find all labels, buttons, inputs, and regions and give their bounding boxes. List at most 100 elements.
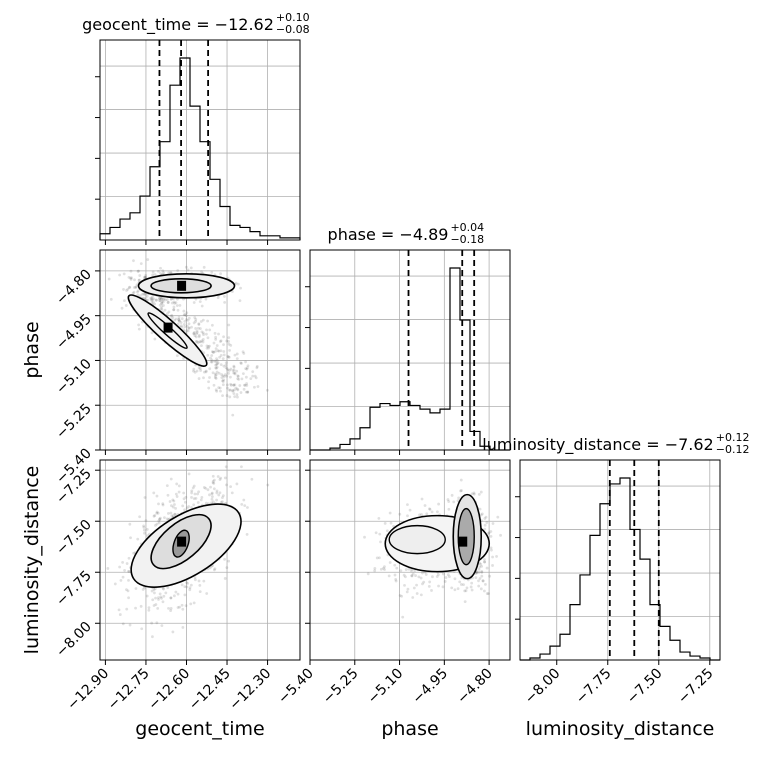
sample-point xyxy=(132,551,136,555)
sample-point xyxy=(480,512,484,516)
sample-point xyxy=(215,344,219,347)
sample-point xyxy=(190,491,194,495)
sample-point xyxy=(152,297,156,301)
sample-point xyxy=(221,380,225,383)
sample-point xyxy=(227,355,231,359)
sample-point xyxy=(212,478,216,482)
sample-point xyxy=(213,567,217,571)
y-axis-label: luminosity_distance xyxy=(21,466,43,655)
sample-point xyxy=(202,579,206,583)
sample-point xyxy=(120,306,124,310)
hist-panel-phase: phase = −4.89 +0.04−0.18 xyxy=(305,221,511,455)
sample-point xyxy=(189,266,193,270)
sample-point xyxy=(175,354,179,358)
sample-point xyxy=(162,271,166,275)
sample-point xyxy=(183,593,187,597)
sample-point xyxy=(138,294,142,298)
sample-point xyxy=(202,265,206,269)
sample-point xyxy=(151,635,154,639)
sample-point xyxy=(491,564,494,567)
sample-point xyxy=(225,339,229,343)
sample-point xyxy=(206,319,210,323)
sample-point xyxy=(197,366,201,370)
sample-point xyxy=(195,369,199,373)
sample-point xyxy=(187,505,191,508)
x-tick-label: −7.25 xyxy=(675,666,717,708)
x-axis-label: phase xyxy=(381,718,438,740)
sample-point xyxy=(178,605,181,609)
density-peak xyxy=(177,280,187,291)
sample-point xyxy=(160,301,163,305)
sample-point xyxy=(221,496,224,499)
sample-point xyxy=(180,317,184,321)
sample-point xyxy=(143,275,147,279)
sample-point xyxy=(441,572,445,576)
sample-point xyxy=(428,507,432,511)
sample-point xyxy=(167,271,171,275)
sample-point xyxy=(151,273,155,277)
sample-point xyxy=(211,350,215,354)
sample-point xyxy=(172,305,176,309)
sample-point xyxy=(157,596,160,600)
sample-point xyxy=(235,387,239,391)
sample-point xyxy=(211,371,215,375)
sample-point xyxy=(246,364,250,368)
sample-point xyxy=(228,395,232,399)
sample-point xyxy=(236,377,240,381)
sample-point xyxy=(245,532,249,536)
sample-point xyxy=(173,512,177,516)
sample-point xyxy=(382,566,385,570)
sample-point xyxy=(219,339,223,343)
sample-point xyxy=(201,340,205,344)
sample-point xyxy=(233,353,237,357)
sample-point xyxy=(133,278,136,282)
sample-point xyxy=(143,293,147,297)
sample-point xyxy=(407,567,411,571)
sample-point xyxy=(169,315,173,318)
sample-point xyxy=(428,507,431,511)
sample-point xyxy=(158,296,162,300)
sample-point xyxy=(132,259,135,263)
sample-point xyxy=(153,591,156,595)
sample-point xyxy=(218,355,222,359)
x-tick-label: −5.25 xyxy=(320,666,362,708)
sample-point xyxy=(175,304,179,307)
sample-point xyxy=(213,376,217,380)
sample-point xyxy=(496,515,500,519)
sample-point xyxy=(202,376,205,380)
sample-point xyxy=(196,341,200,345)
sample-point xyxy=(221,394,224,397)
sample-point xyxy=(157,519,161,523)
sample-point xyxy=(453,588,457,592)
sample-point xyxy=(193,492,197,496)
sample-point xyxy=(142,525,146,529)
sample-point xyxy=(169,477,173,481)
sample-point xyxy=(410,569,413,573)
histogram-step xyxy=(99,57,301,240)
sample-point xyxy=(239,361,243,365)
sample-point xyxy=(169,596,173,600)
sample-point xyxy=(214,366,218,370)
sample-point xyxy=(143,275,147,279)
sample-point xyxy=(377,556,381,560)
sample-point xyxy=(212,568,216,572)
sample-point xyxy=(229,344,233,347)
x-tick-label: −12.75 xyxy=(105,666,153,714)
sample-point xyxy=(183,325,187,329)
sample-point xyxy=(169,271,173,274)
sample-point xyxy=(185,581,188,584)
sample-point xyxy=(411,596,415,599)
sample-point xyxy=(215,365,219,369)
panel-title: luminosity_distance = −7.62 xyxy=(482,435,713,455)
sample-point xyxy=(165,517,169,521)
sample-point xyxy=(181,607,185,611)
sample-point xyxy=(166,301,170,304)
sample-point xyxy=(481,579,485,583)
sample-point xyxy=(463,600,467,604)
sample-point xyxy=(201,318,205,322)
sample-point xyxy=(224,363,228,367)
sample-point xyxy=(190,506,193,509)
sample-point xyxy=(221,379,224,383)
sample-point xyxy=(185,585,189,589)
